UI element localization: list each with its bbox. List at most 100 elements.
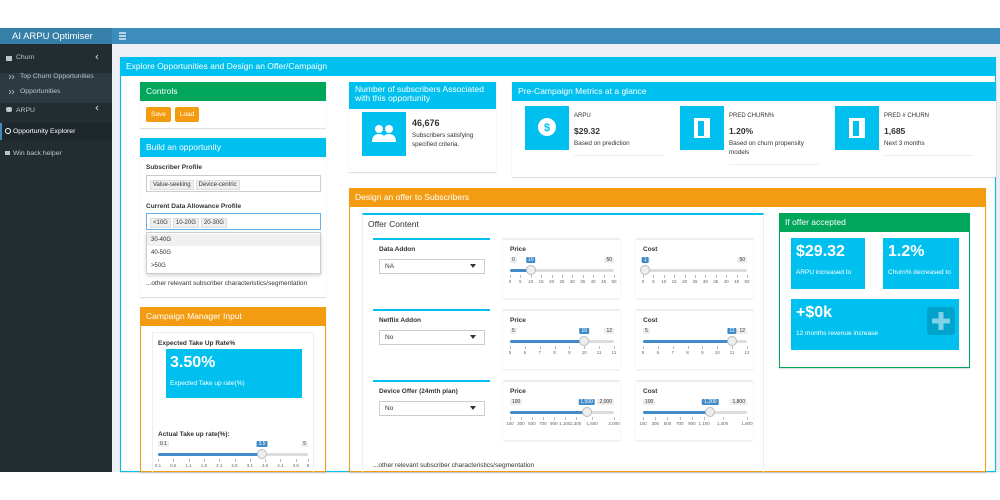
tick-label: 40 bbox=[723, 279, 729, 284]
tag[interactable]: 20-30G bbox=[200, 218, 227, 228]
slider-track bbox=[510, 269, 614, 272]
select[interactable]: NA bbox=[379, 259, 485, 274]
box-title: If offer accepted bbox=[779, 213, 970, 232]
note: ...other relevant subscriber characteris… bbox=[373, 462, 535, 469]
tick bbox=[717, 346, 719, 349]
menu-item[interactable]: ARPU bbox=[16, 107, 35, 114]
tick bbox=[599, 346, 601, 349]
tick-label: 11 bbox=[596, 350, 602, 355]
slider-value: 1,200 bbox=[702, 399, 719, 405]
menu-item[interactable]: Top Churn Opportunities bbox=[20, 73, 94, 80]
tick bbox=[219, 459, 221, 462]
select[interactable]: No bbox=[379, 401, 485, 416]
field-label: Subscriber Profile bbox=[146, 164, 202, 171]
tick-label: 0.6 bbox=[170, 463, 177, 468]
tick-label: 35 bbox=[580, 279, 586, 284]
tick-label: 9 bbox=[701, 350, 704, 355]
tick-label: 500 bbox=[528, 421, 536, 426]
slider-label: Price bbox=[510, 388, 526, 395]
save-button[interactable]: Save bbox=[146, 107, 171, 122]
slider-fill bbox=[643, 411, 711, 414]
tick bbox=[203, 459, 205, 462]
menu-toggle[interactable] bbox=[119, 32, 127, 40]
tick bbox=[672, 346, 674, 349]
tick bbox=[173, 459, 175, 462]
tick bbox=[551, 275, 553, 278]
value-box bbox=[791, 238, 865, 289]
tick-label: 1,800 bbox=[741, 421, 753, 426]
slider-handle[interactable] bbox=[640, 265, 651, 275]
value-box bbox=[166, 349, 302, 398]
slider-handle[interactable] bbox=[579, 336, 590, 346]
tick bbox=[702, 346, 704, 349]
slider-value: 11 bbox=[727, 328, 737, 334]
tick-label: 12 bbox=[744, 350, 750, 355]
tag[interactable]: Device-centric bbox=[195, 180, 240, 190]
tag[interactable]: <10G bbox=[150, 218, 171, 228]
tick-label: 2,000 bbox=[608, 421, 620, 426]
tick bbox=[747, 346, 748, 349]
option[interactable]: 30-40G bbox=[147, 234, 320, 246]
tick bbox=[643, 346, 644, 349]
slider-handle[interactable] bbox=[727, 336, 738, 346]
svg-text:$: $ bbox=[544, 122, 550, 134]
tick-label: 6 bbox=[523, 350, 527, 355]
row-label: Netflix Addon bbox=[379, 317, 422, 324]
tag-input[interactable]: <10G 10-20G 20-30G bbox=[146, 213, 321, 230]
tick-label: 6 bbox=[656, 350, 660, 355]
tick bbox=[308, 459, 309, 462]
slider-handle[interactable] bbox=[581, 407, 592, 417]
tick-label: 5 bbox=[306, 463, 310, 468]
active-item-bg bbox=[0, 123, 112, 140]
tick-label: 500 bbox=[663, 421, 672, 426]
tick bbox=[520, 275, 522, 278]
tag[interactable]: 10-20G bbox=[172, 218, 199, 228]
menu-item[interactable]: Churn bbox=[16, 54, 35, 61]
tick bbox=[747, 275, 748, 278]
tick bbox=[657, 346, 659, 349]
metric-label: ARPU bbox=[574, 113, 591, 119]
section-title: Offer Content bbox=[368, 219, 419, 229]
slider-handle[interactable] bbox=[257, 449, 268, 459]
tag-input[interactable]: Value-seeking Device-centric bbox=[146, 175, 321, 192]
card bbox=[636, 238, 753, 298]
tick bbox=[280, 459, 282, 462]
slider-max: 12 bbox=[737, 328, 747, 334]
slider-max: 2,000 bbox=[597, 399, 614, 405]
tick bbox=[572, 275, 574, 278]
menu-item[interactable]: Win back helper bbox=[13, 150, 62, 157]
tick-label: 11 bbox=[729, 350, 735, 355]
load-button[interactable]: Load bbox=[174, 107, 200, 122]
box-title: Design an offer to Subscribers bbox=[349, 188, 986, 207]
slider-min: 100 bbox=[510, 399, 523, 405]
select-arrow bbox=[470, 264, 476, 268]
metric-icon bbox=[849, 118, 865, 138]
tick-label: 45 bbox=[601, 279, 607, 284]
metric-value: $29.32 bbox=[574, 126, 600, 136]
tick bbox=[553, 417, 555, 420]
tick bbox=[188, 459, 190, 462]
tick-label: 4.6 bbox=[292, 463, 299, 468]
row-label: Data Addon bbox=[379, 246, 416, 253]
slider-handle[interactable] bbox=[705, 407, 716, 417]
option[interactable]: >50G bbox=[151, 263, 166, 269]
brand[interactable]: AI ARPU Optimiser bbox=[0, 28, 112, 44]
slider-fill bbox=[158, 453, 263, 456]
tick-label: 900 bbox=[550, 421, 558, 426]
tag[interactable]: Value-seeking bbox=[150, 180, 194, 190]
tick bbox=[687, 346, 689, 349]
option[interactable]: 40-50G bbox=[151, 250, 172, 256]
tick bbox=[715, 275, 717, 278]
tick-label: 5 bbox=[641, 350, 645, 355]
menu-item[interactable]: Opportunities bbox=[20, 88, 61, 95]
select[interactable]: No bbox=[379, 330, 485, 345]
tick-label: 1,300 bbox=[570, 421, 582, 426]
caption: 12 months revenue increase bbox=[796, 330, 879, 337]
tick-label: 300 bbox=[651, 421, 659, 426]
tick-label: 40 bbox=[590, 279, 596, 284]
tick bbox=[584, 346, 586, 349]
slider-handle[interactable] bbox=[525, 265, 536, 275]
menu-item[interactable]: Opportunity Explorer bbox=[13, 128, 76, 135]
tick bbox=[249, 459, 251, 462]
